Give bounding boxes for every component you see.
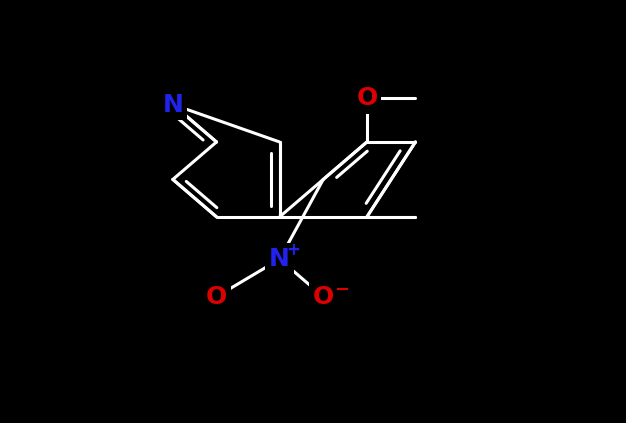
Text: O: O xyxy=(312,285,334,309)
Text: N: N xyxy=(162,93,183,116)
Text: O: O xyxy=(356,86,377,110)
Text: −: − xyxy=(334,281,349,299)
Text: O: O xyxy=(206,285,227,309)
Text: N: N xyxy=(269,247,290,271)
Text: +: + xyxy=(286,241,300,259)
